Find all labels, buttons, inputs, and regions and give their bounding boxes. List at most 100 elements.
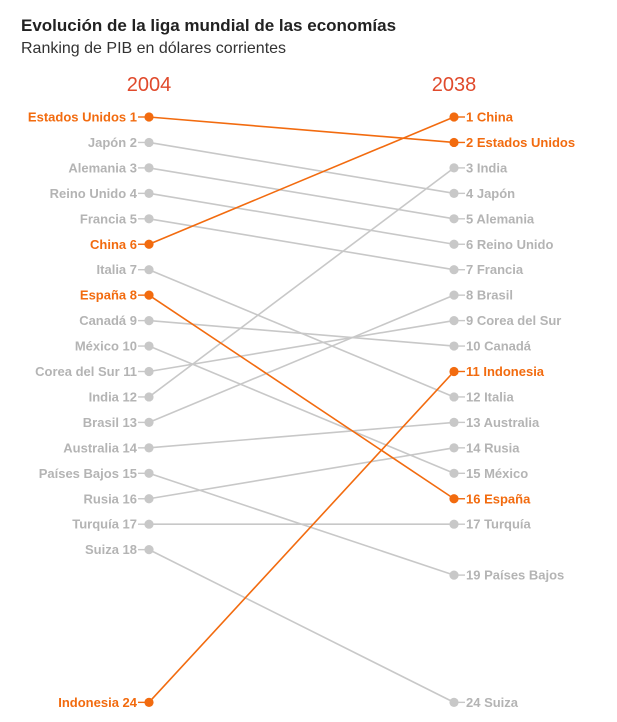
left-label: Canadá 9 [79, 313, 137, 328]
slope-line [148, 319, 455, 347]
slope-line [148, 447, 455, 500]
year-label-right: 2038 [432, 74, 477, 96]
dots-group [138, 112, 465, 707]
right-dot [449, 392, 459, 402]
left-label: Brasil 13 [83, 415, 137, 430]
left-dot [144, 265, 154, 275]
right-dot [449, 137, 459, 148]
right-dot [449, 239, 459, 249]
right-label: 13 Australia [466, 415, 540, 430]
right-label: 7 Francia [466, 262, 524, 277]
right-label: 8 Brasil [466, 288, 513, 303]
right-dot [449, 519, 459, 529]
slope-line [148, 141, 455, 195]
right-dot [449, 443, 459, 453]
right-label: 14 Rusia [466, 440, 520, 455]
left-dot [144, 519, 154, 529]
left-dot [144, 163, 154, 173]
lines-muted-group [148, 141, 455, 704]
left-dot [144, 545, 154, 555]
right-dot [449, 468, 459, 478]
left-dot [144, 290, 154, 300]
lines-highlight-group [148, 116, 455, 703]
chart-title: Evolución de la liga mundial de las econ… [21, 16, 397, 35]
left-label: Turquía 17 [72, 517, 137, 532]
slope-line [148, 421, 455, 449]
right-dot [449, 290, 459, 300]
right-label: 1 China [466, 110, 514, 125]
right-label: 3 India [466, 160, 508, 175]
left-dot [144, 112, 154, 122]
left-dot [144, 341, 154, 351]
left-dot [144, 214, 154, 224]
left-label: Corea del Sur 11 [35, 364, 137, 379]
left-label: India 12 [89, 389, 137, 404]
left-dot [144, 417, 154, 427]
left-dot [144, 188, 154, 198]
slope-line [148, 192, 455, 246]
right-dot [449, 214, 459, 224]
right-label: 19 Países Bajos [466, 568, 564, 583]
left-dot [144, 366, 154, 377]
slope-line [148, 370, 455, 703]
slope-line [148, 319, 455, 373]
right-label: 11 Indonesia [466, 364, 545, 379]
right-dot [449, 417, 459, 427]
left-label: México 10 [75, 339, 137, 354]
left-label: Francia 5 [80, 211, 137, 226]
right-dot [449, 265, 459, 275]
right-label: 10 Canadá [466, 339, 532, 354]
right-label: 5 Alemania [466, 211, 535, 226]
slope-line [148, 116, 455, 144]
right-dot [449, 341, 459, 351]
left-label: Alemania 3 [68, 160, 137, 175]
slope-line [148, 294, 455, 500]
slope-line [148, 345, 455, 475]
left-dot [144, 392, 154, 402]
right-dot [449, 188, 459, 198]
slope-line [148, 167, 455, 398]
right-dot [449, 112, 459, 122]
right-dot [449, 570, 459, 580]
right-label: 12 Italia [466, 389, 514, 404]
year-label-left: 2004 [127, 74, 172, 96]
left-label: España 8 [80, 288, 137, 303]
left-dot [144, 137, 154, 148]
left-label: China 6 [90, 237, 137, 252]
right-label: 24 Suiza [466, 695, 519, 710]
right-label: 9 Corea del Sur [466, 313, 561, 328]
left-dot [144, 468, 154, 478]
slope-line [148, 116, 455, 245]
right-dot [449, 697, 459, 707]
left-label: Reino Unido 4 [50, 186, 138, 201]
left-label: Países Bajos 15 [39, 466, 137, 481]
right-label: 2 Estados Unidos [466, 135, 575, 150]
right-dot [449, 494, 459, 504]
right-dot [449, 366, 459, 377]
slope-line [148, 548, 455, 704]
chart-subtitle: Ranking de PIB en dólares corrientes [21, 40, 287, 57]
left-dot [144, 239, 154, 249]
left-label: Rusia 16 [84, 491, 137, 506]
slope-line [148, 167, 455, 220]
left-label: Suiza 18 [85, 542, 137, 557]
left-label: Japón 2 [88, 135, 137, 150]
left-dot [144, 697, 154, 707]
left-label: Estados Unidos 1 [28, 110, 137, 125]
left-dot [144, 443, 154, 453]
right-dot [449, 163, 459, 173]
slope-line [148, 218, 455, 271]
left-label: Australia 14 [63, 440, 137, 455]
right-label: 16 España [466, 491, 531, 506]
left-label: Indonesia 24 [58, 695, 138, 710]
right-label: 15 México [466, 466, 528, 481]
left-label: Italia 7 [97, 262, 137, 277]
right-label: 17 Turquía [466, 517, 532, 532]
slope-line [148, 294, 455, 424]
left-dot [144, 316, 154, 326]
right-label: 6 Reino Unido [466, 237, 553, 252]
right-dot [449, 316, 459, 326]
labels-group: Estados Unidos 1 2 Estados Unidos Japón 2 4… [28, 110, 575, 710]
right-label: 4 Japón [466, 186, 515, 201]
